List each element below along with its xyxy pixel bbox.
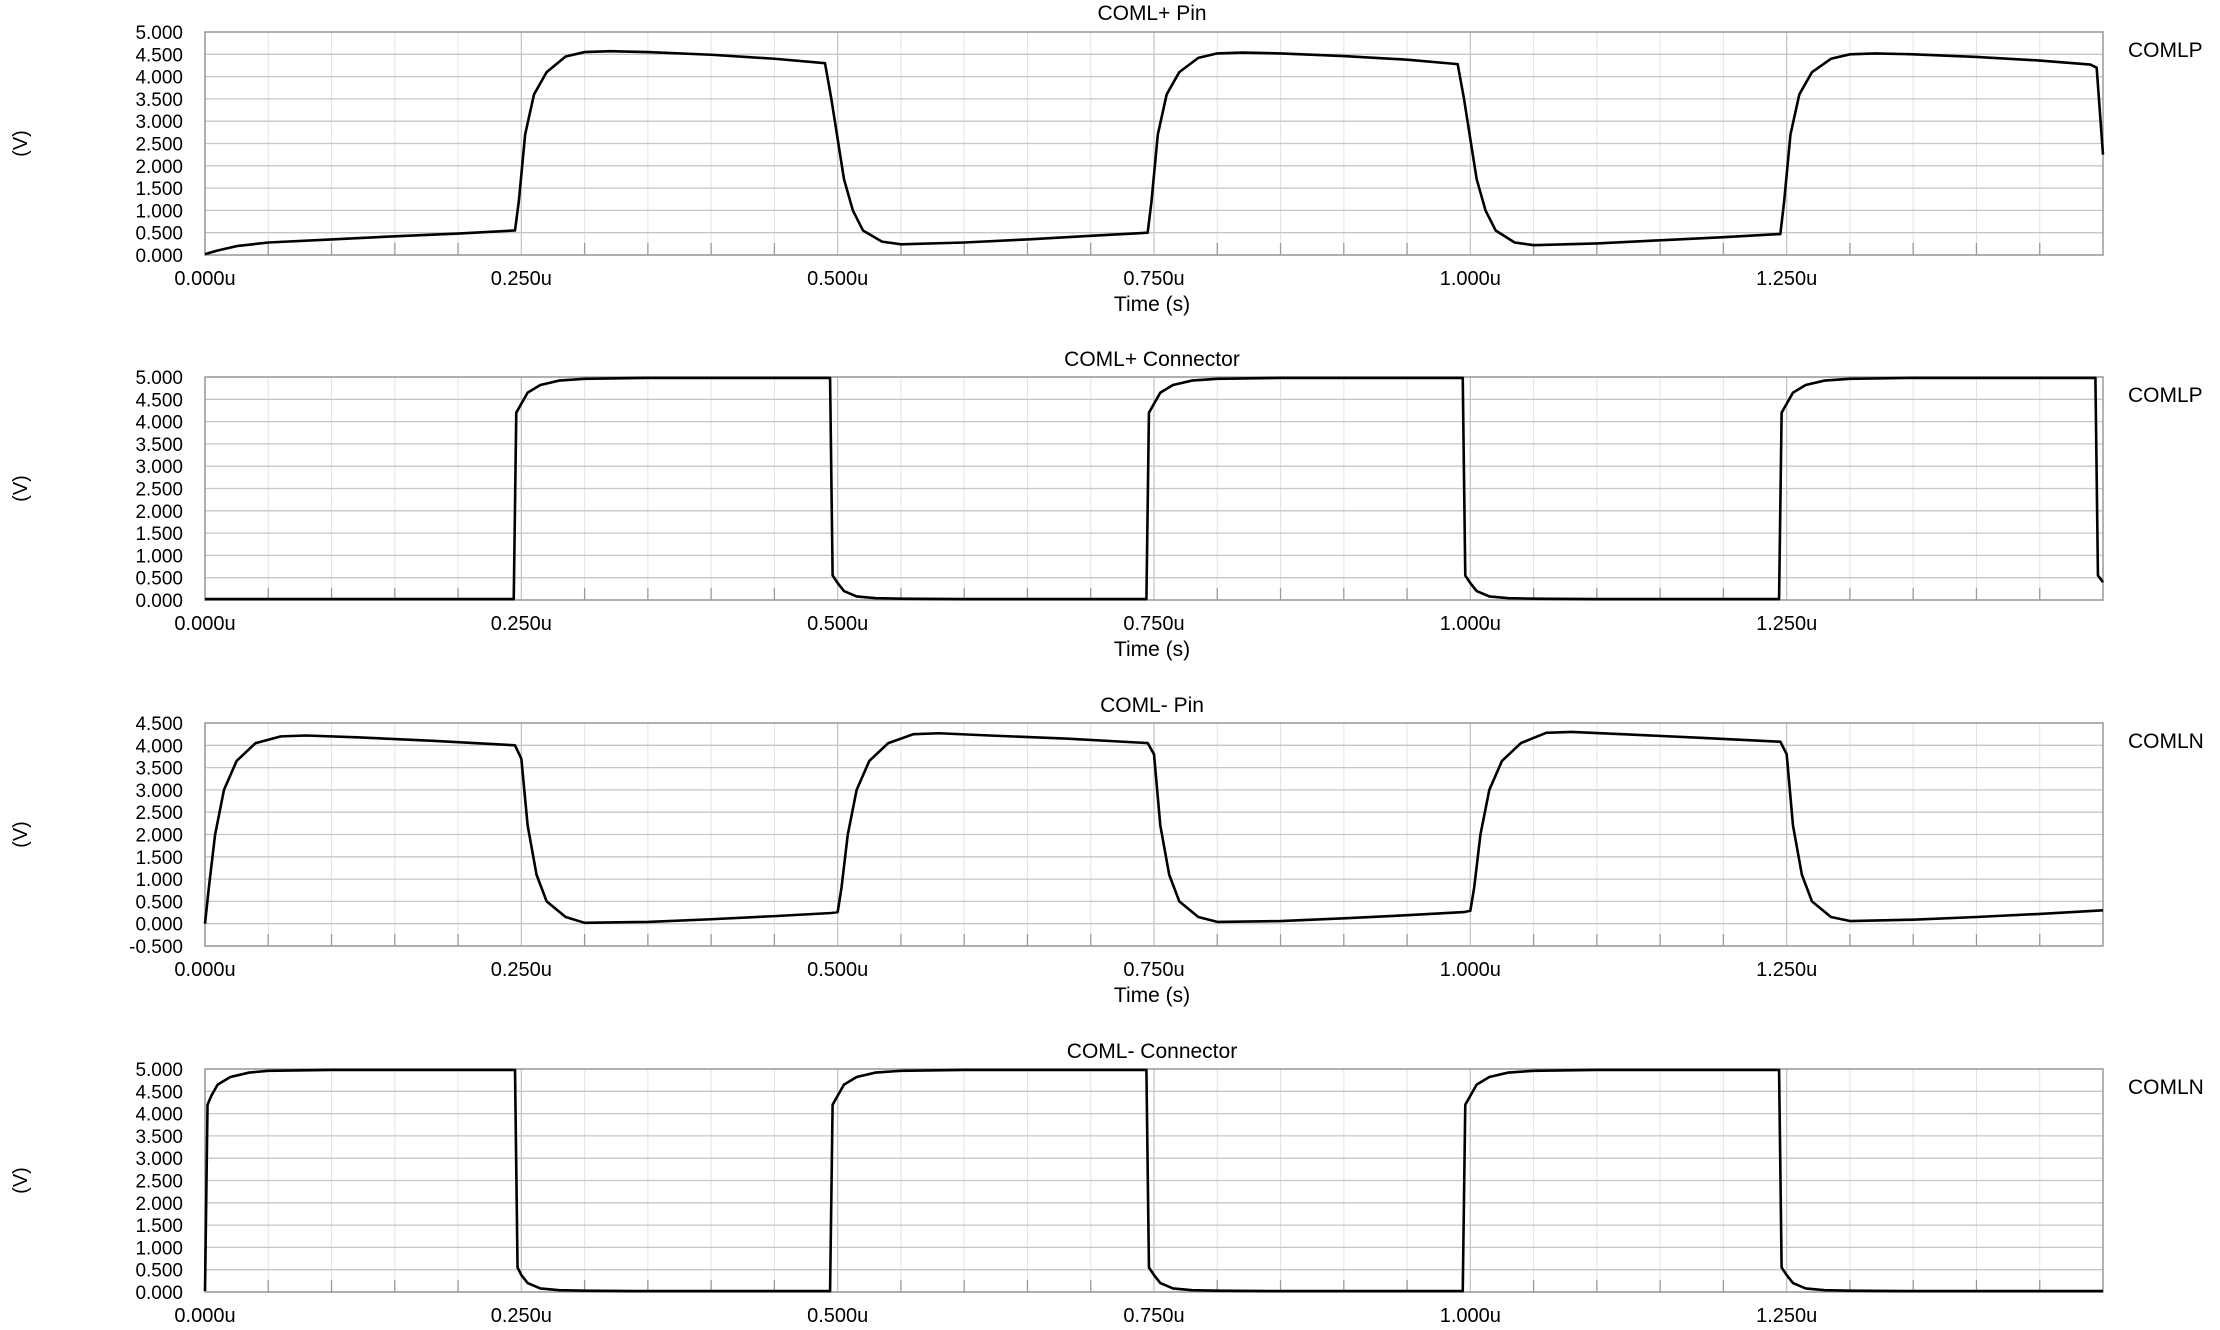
x-tick-label: 0.500u [807, 613, 868, 635]
y-tick-label: 0.500 [135, 224, 183, 245]
y-tick-label: 5.000 [135, 368, 183, 389]
x-tick-label: 0.000u [174, 613, 235, 635]
y-tick-label: 3.500 [135, 759, 183, 780]
y-tick-label: 0.500 [135, 892, 183, 913]
y-tick-label: 0.500 [135, 1261, 183, 1282]
legend-entry: COMLP [2128, 39, 2203, 62]
chart-panel-4: 0.0000.5001.0001.5002.0002.5003.0003.500… [10, 1040, 2204, 1327]
y-tick-label: 0.500 [135, 569, 183, 590]
series-line-1 [204, 49, 2105, 256]
y-tick-label: 4.000 [135, 1105, 183, 1126]
x-tick-label: 0.250u [491, 1305, 552, 1327]
y-tick-label: 5.000 [135, 23, 183, 44]
x-tick-label: 1.000u [1440, 268, 1501, 290]
y-tick-label: 4.500 [135, 1082, 183, 1103]
plot-frame [204, 722, 2104, 947]
y-axis-label: (V) [10, 1167, 32, 1194]
x-tick-label: 1.250u [1756, 268, 1817, 290]
y-tick-label: 1.500 [135, 1216, 183, 1237]
x-tick-label: 1.250u [1756, 959, 1817, 981]
y-tick-label: 4.500 [135, 45, 183, 66]
x-tick-label: 0.750u [1123, 613, 1184, 635]
chart-panel-2: 0.0000.5001.0001.5002.0002.5003.0003.500… [10, 348, 2203, 661]
y-tick-label: 1.000 [135, 546, 183, 567]
y-tick-label: 2.000 [135, 1194, 183, 1215]
x-tick-label: 0.250u [491, 268, 552, 290]
x-axis-label: Time (s) [1114, 293, 1190, 316]
chart-panel-3: -0.5000.0000.5001.0001.5002.0002.5003.00… [10, 694, 2204, 1007]
chart-title: COML- Connector [1067, 1040, 1237, 1063]
y-tick-label: 2.500 [135, 480, 183, 501]
y-tick-label: 2.500 [135, 1172, 183, 1193]
y-tick-label: 1.000 [135, 1238, 183, 1259]
y-tick-label: 3.000 [135, 112, 183, 133]
y-tick-label: 1.500 [135, 524, 183, 545]
y-tick-label: 1.000 [135, 870, 183, 891]
x-tick-label: 1.000u [1440, 1305, 1501, 1327]
legend-entry: COMLN [2128, 730, 2204, 753]
x-tick-label: 1.250u [1756, 1305, 1817, 1327]
chart-title: COML+ Pin [1097, 2, 1206, 25]
y-axis-label: (V) [10, 475, 32, 502]
y-tick-label: 4.500 [135, 390, 183, 411]
x-tick-label: 0.000u [174, 959, 235, 981]
x-tick-label: 1.250u [1756, 613, 1817, 635]
chart-panel-1: 0.0000.5001.0001.5002.0002.5003.0003.500… [10, 2, 2203, 316]
legend-entry: COMLN [2128, 1076, 2204, 1099]
y-tick-label: 4.000 [135, 413, 183, 434]
x-axis-label: Time (s) [1114, 984, 1190, 1007]
chart-title: COML- Pin [1100, 694, 1204, 717]
y-tick-label: 0.000 [135, 915, 183, 936]
x-tick-label: 0.750u [1123, 1305, 1184, 1327]
y-tick-label: 3.500 [135, 90, 183, 111]
y-axis-label: (V) [10, 821, 32, 848]
chart-title: COML+ Connector [1064, 348, 1240, 371]
y-tick-label: 3.500 [135, 435, 183, 456]
x-tick-label: 0.750u [1123, 959, 1184, 981]
legend-entry: COMLP [2128, 384, 2203, 407]
x-tick-label: 0.000u [174, 1305, 235, 1327]
series-line-1 [205, 376, 2105, 601]
series-line-1 [203, 730, 2104, 925]
y-tick-label: -0.500 [129, 937, 183, 958]
y-tick-label: 4.500 [135, 714, 183, 735]
y-tick-label: 0.000 [135, 246, 183, 267]
series-line-1 [203, 1068, 2103, 1293]
y-tick-label: 4.000 [135, 68, 183, 89]
y-tick-label: 3.000 [135, 781, 183, 802]
plot-frame [204, 376, 2104, 601]
y-tick-label: 0.000 [135, 591, 183, 612]
y-tick-label: 5.000 [135, 1060, 183, 1081]
x-tick-label: 0.500u [807, 268, 868, 290]
y-tick-label: 3.500 [135, 1127, 183, 1148]
x-tick-label: 0.500u [807, 1305, 868, 1327]
x-tick-label: 0.500u [807, 959, 868, 981]
y-tick-label: 2.000 [135, 826, 183, 847]
x-tick-label: 0.250u [491, 959, 552, 981]
y-tick-label: 2.000 [135, 502, 183, 523]
x-tick-label: 1.000u [1440, 959, 1501, 981]
y-tick-label: 2.000 [135, 157, 183, 178]
y-tick-label: 2.500 [135, 135, 183, 156]
x-axis-label: Time (s) [1114, 638, 1190, 661]
y-tick-label: 1.500 [135, 848, 183, 869]
y-tick-label: 1.500 [135, 179, 183, 200]
plot-frame [204, 1068, 2104, 1293]
x-tick-label: 1.000u [1440, 613, 1501, 635]
y-tick-label: 2.500 [135, 803, 183, 824]
y-tick-label: 0.000 [135, 1283, 183, 1304]
y-tick-label: 3.000 [135, 1149, 183, 1170]
x-tick-label: 0.000u [174, 268, 235, 290]
y-tick-label: 4.000 [135, 736, 183, 757]
y-axis-label: (V) [10, 130, 32, 157]
x-tick-label: 0.750u [1123, 268, 1184, 290]
y-tick-label: 1.000 [135, 201, 183, 222]
y-tick-label: 3.000 [135, 457, 183, 478]
x-tick-label: 0.250u [491, 613, 552, 635]
